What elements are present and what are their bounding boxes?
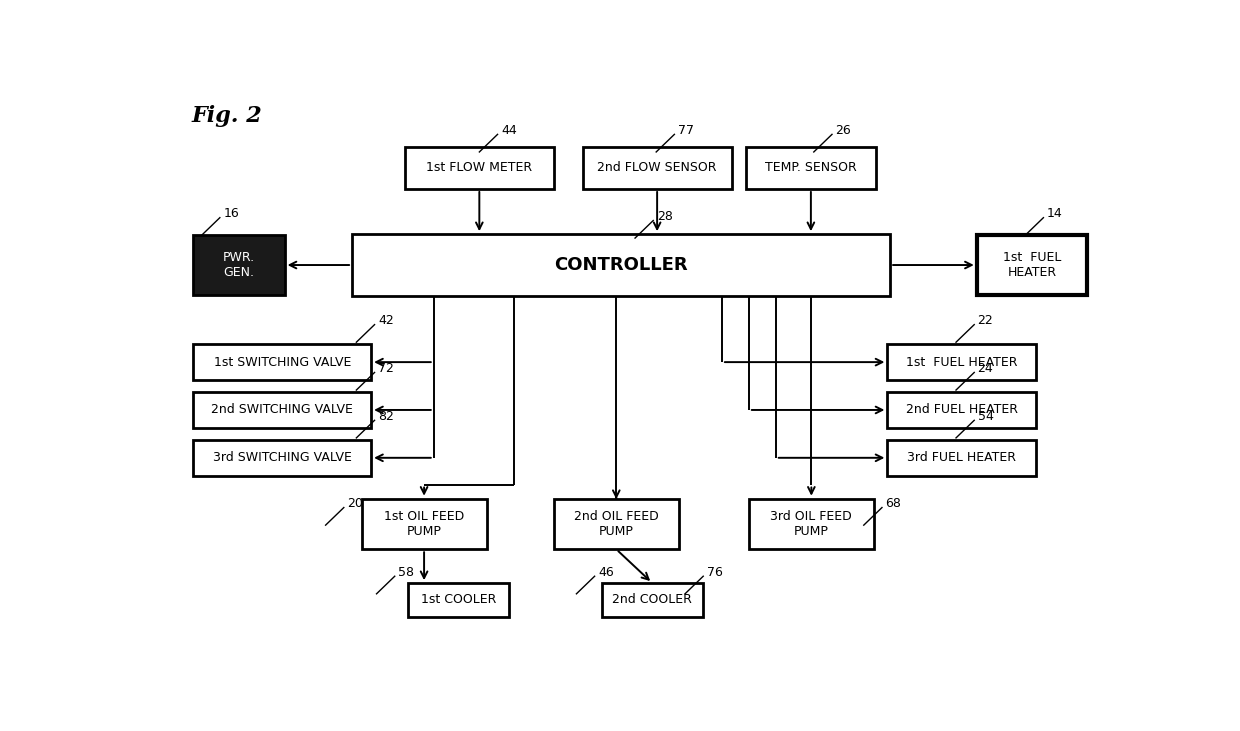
Text: CONTROLLER: CONTROLLER (554, 256, 688, 274)
Text: 1st  FUEL
HEATER: 1st FUEL HEATER (1003, 251, 1061, 279)
FancyBboxPatch shape (888, 392, 1037, 428)
Text: 3rd OIL FEED
PUMP: 3rd OIL FEED PUMP (770, 510, 852, 538)
FancyBboxPatch shape (749, 499, 874, 549)
FancyBboxPatch shape (601, 583, 703, 617)
Text: Fig. 2: Fig. 2 (191, 105, 263, 126)
Text: 82: 82 (378, 409, 394, 423)
FancyBboxPatch shape (746, 147, 875, 189)
Text: 42: 42 (378, 314, 394, 327)
Text: 2nd OIL FEED
PUMP: 2nd OIL FEED PUMP (574, 510, 658, 538)
Text: 20: 20 (347, 497, 363, 510)
FancyBboxPatch shape (362, 499, 486, 549)
Text: 54: 54 (977, 409, 993, 423)
Text: 46: 46 (598, 566, 614, 578)
FancyBboxPatch shape (193, 392, 371, 428)
Text: 58: 58 (398, 566, 414, 578)
FancyBboxPatch shape (404, 147, 554, 189)
Text: TEMP. SENSOR: TEMP. SENSOR (765, 162, 857, 175)
FancyBboxPatch shape (554, 499, 678, 549)
Text: 1st OIL FEED
PUMP: 1st OIL FEED PUMP (384, 510, 464, 538)
Text: 24: 24 (977, 362, 993, 375)
FancyBboxPatch shape (193, 344, 371, 380)
FancyBboxPatch shape (408, 583, 508, 617)
Text: 1st  FUEL HEATER: 1st FUEL HEATER (906, 355, 1018, 368)
FancyBboxPatch shape (193, 235, 285, 295)
Text: 77: 77 (678, 124, 694, 137)
FancyBboxPatch shape (583, 147, 732, 189)
Text: 16: 16 (223, 207, 239, 220)
FancyBboxPatch shape (977, 235, 1087, 295)
Text: 1st COOLER: 1st COOLER (420, 594, 496, 607)
Text: 28: 28 (657, 210, 672, 223)
Text: 72: 72 (378, 362, 394, 375)
FancyBboxPatch shape (193, 439, 371, 476)
Text: 1st FLOW METER: 1st FLOW METER (427, 162, 532, 175)
Text: 2nd SWITCHING VALVE: 2nd SWITCHING VALVE (211, 404, 353, 417)
Text: 76: 76 (707, 566, 723, 578)
Text: 2nd FLOW SENSOR: 2nd FLOW SENSOR (598, 162, 717, 175)
Text: 26: 26 (836, 124, 851, 137)
Text: 68: 68 (885, 497, 901, 510)
Text: 44: 44 (501, 124, 517, 137)
Text: 2nd COOLER: 2nd COOLER (613, 594, 692, 607)
Text: 3rd SWITCHING VALVE: 3rd SWITCHING VALVE (213, 451, 352, 464)
FancyBboxPatch shape (888, 439, 1037, 476)
Text: 1st SWITCHING VALVE: 1st SWITCHING VALVE (213, 355, 351, 368)
Text: 22: 22 (977, 314, 993, 327)
Text: 3rd FUEL HEATER: 3rd FUEL HEATER (908, 451, 1017, 464)
Text: 14: 14 (1047, 207, 1063, 220)
Text: 2nd FUEL HEATER: 2nd FUEL HEATER (905, 404, 1018, 417)
Text: PWR.
GEN.: PWR. GEN. (223, 251, 255, 279)
FancyBboxPatch shape (352, 234, 890, 296)
FancyBboxPatch shape (888, 344, 1037, 380)
